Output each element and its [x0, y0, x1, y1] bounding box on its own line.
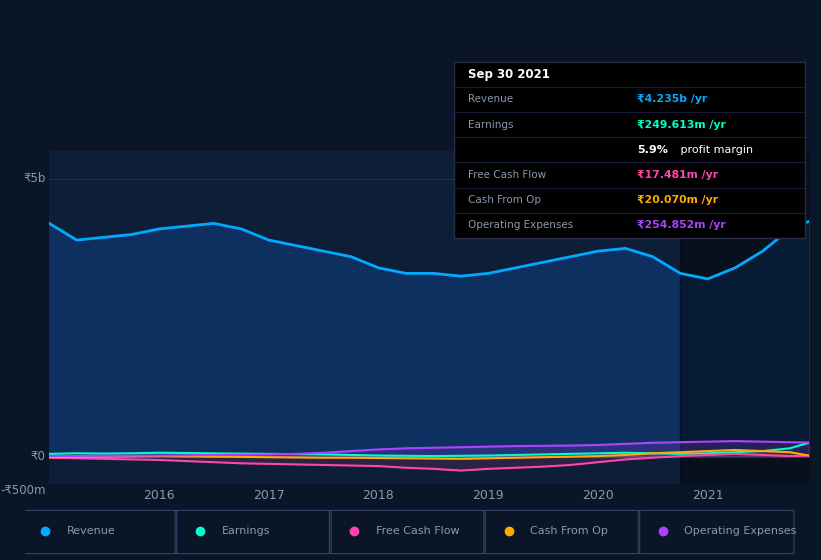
- Text: Free Cash Flow: Free Cash Flow: [468, 170, 546, 180]
- Text: ₹4.235b /yr: ₹4.235b /yr: [637, 95, 707, 104]
- Text: Earnings: Earnings: [468, 120, 514, 129]
- Text: ₹20.070m /yr: ₹20.070m /yr: [637, 195, 718, 205]
- Text: ₹249.613m /yr: ₹249.613m /yr: [637, 120, 726, 129]
- Text: Operating Expenses: Operating Expenses: [468, 221, 573, 230]
- Text: Cash From Op: Cash From Op: [468, 195, 541, 205]
- Text: Earnings: Earnings: [222, 526, 270, 536]
- Text: Revenue: Revenue: [67, 526, 116, 536]
- Text: Revenue: Revenue: [468, 95, 513, 104]
- Text: Sep 30 2021: Sep 30 2021: [468, 68, 550, 81]
- Text: ₹0: ₹0: [30, 450, 45, 463]
- Text: ₹254.852m /yr: ₹254.852m /yr: [637, 221, 726, 230]
- Text: -₹500m: -₹500m: [0, 484, 45, 497]
- Text: Operating Expenses: Operating Expenses: [685, 526, 797, 536]
- Text: ₹17.481m /yr: ₹17.481m /yr: [637, 170, 718, 180]
- Text: profit margin: profit margin: [677, 145, 754, 155]
- Bar: [681, 151, 809, 484]
- Text: Free Cash Flow: Free Cash Flow: [376, 526, 460, 536]
- Text: 5.9%: 5.9%: [637, 145, 667, 155]
- Text: ₹5b: ₹5b: [23, 172, 45, 185]
- Text: Cash From Op: Cash From Op: [530, 526, 608, 536]
